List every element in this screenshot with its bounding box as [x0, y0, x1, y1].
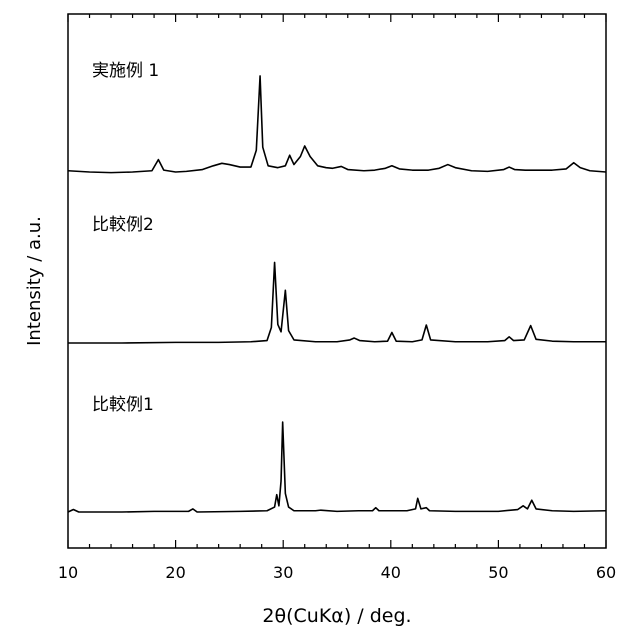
x-tick-label: 30	[273, 563, 293, 582]
x-tick-label: 50	[488, 563, 508, 582]
series-line-3	[68, 422, 606, 512]
x-axis-label: 2θ(CuKα) / deg.	[262, 605, 411, 627]
series-label-1: 実施例 1	[92, 61, 159, 81]
series-line-1	[68, 76, 606, 173]
x-tick-label: 20	[165, 563, 185, 582]
plot-frame	[68, 14, 606, 548]
y-axis-label: Intensity / a.u.	[24, 216, 45, 346]
tick-marks	[68, 14, 606, 548]
series-labels: 実施例 1 比較例2 比較例1	[92, 61, 159, 415]
series-line-2	[68, 262, 606, 343]
x-tick-label: 10	[58, 563, 78, 582]
x-tick-labels: 10 20 30 40 50 60	[58, 563, 616, 582]
x-tick-label: 40	[381, 563, 401, 582]
series-label-2: 比較例2	[92, 215, 154, 235]
series-lines	[68, 76, 606, 512]
series-label-3: 比較例1	[92, 395, 154, 415]
x-tick-label: 60	[596, 563, 616, 582]
